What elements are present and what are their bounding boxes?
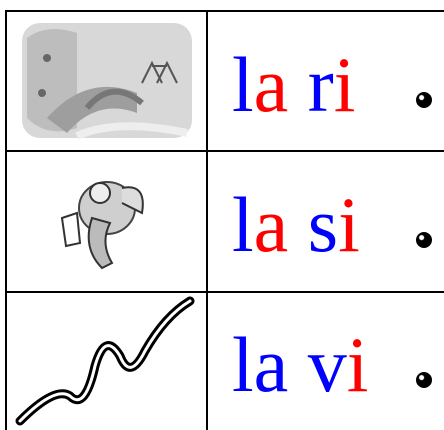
- syllable-letters: l: [232, 181, 254, 268]
- angel-picture: [60, 181, 144, 270]
- snake-picture: [15, 296, 195, 426]
- border: [5, 10, 7, 430]
- syllable-letters: i: [338, 181, 360, 268]
- border: [5, 291, 444, 293]
- border: [5, 10, 444, 12]
- syllable-letters: a: [253, 181, 289, 268]
- syllable-letters: s: [288, 181, 339, 268]
- syllable-row: la vi: [232, 326, 368, 404]
- syllable-letters: i: [346, 321, 369, 408]
- syllable-letters: r: [288, 41, 334, 128]
- bullet: [416, 372, 432, 388]
- syllable-letters: la v: [232, 321, 347, 408]
- border: [206, 10, 208, 430]
- syllable-letters: a: [253, 41, 289, 128]
- syllable-row: la si: [232, 186, 360, 264]
- landscape-picture: [22, 23, 192, 140]
- syllable-letters: i: [333, 41, 356, 128]
- syllable-row: la ri: [232, 46, 355, 124]
- border: [5, 150, 444, 152]
- bullet: [416, 92, 432, 108]
- bullet: [416, 232, 432, 248]
- syllable-letters: l: [232, 41, 254, 128]
